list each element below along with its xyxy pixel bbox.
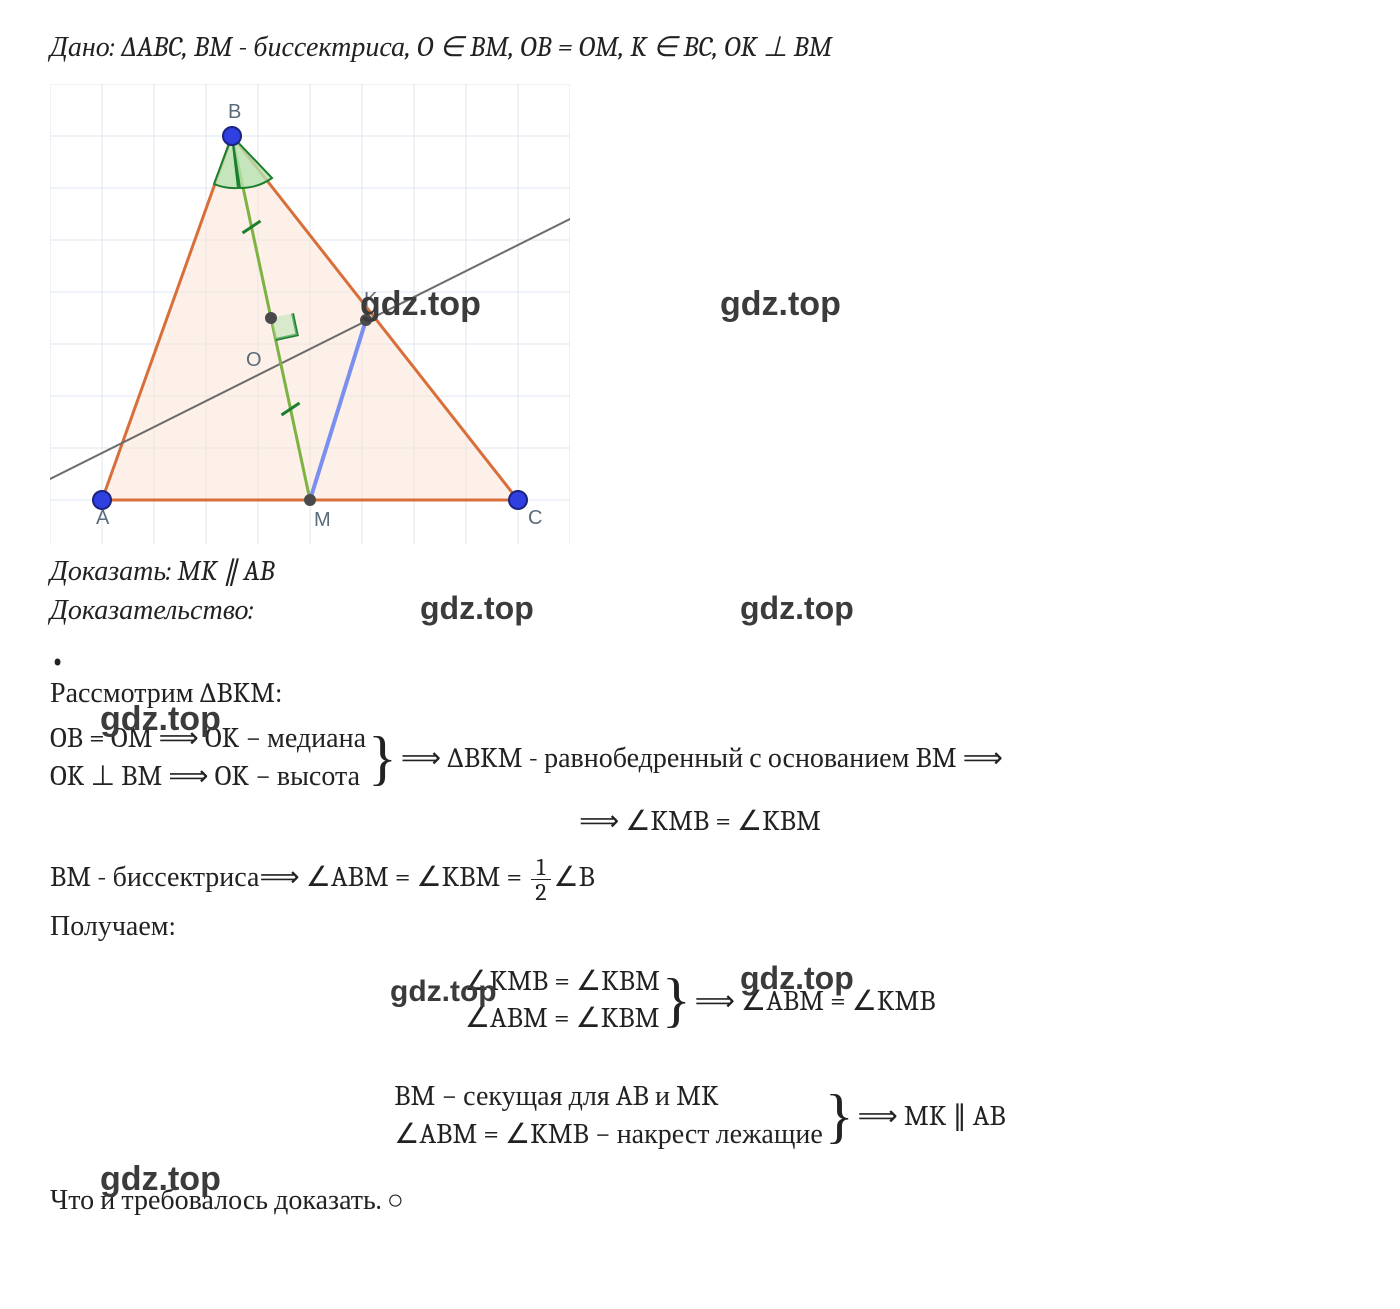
bisector-suffix: ∠B bbox=[554, 861, 595, 893]
brace1-left: OB = OM ⟹ OK − медиана OK ⊥ BM ⟹ OK − вы… bbox=[50, 720, 366, 796]
brace1-row2: OK ⊥ BM ⟹ OK − высота bbox=[50, 758, 366, 796]
bisector-line: BM - биссектриса⟹ ∠ABM = ∠KBM = 12∠B bbox=[50, 855, 1350, 904]
qed-line: Что и требовалось доказать. ○ bbox=[50, 1184, 1350, 1217]
brace2-row2: ∠ABM = ∠KBM bbox=[464, 1000, 659, 1038]
proof-label: Доказательство bbox=[50, 594, 248, 626]
brace3-left: BM − секущая для AB и MK ∠ABM = ∠KMB − н… bbox=[394, 1078, 823, 1154]
prove-text: : MK ∥ AB bbox=[166, 555, 275, 587]
given-label: Дано bbox=[50, 31, 110, 63]
consider-line: Рассмотрим ∆BKM: bbox=[50, 677, 1350, 710]
svg-text:B: B bbox=[228, 101, 241, 123]
brace3-conclusion: ⟹ MK ∥ AB bbox=[858, 1099, 1006, 1132]
brace3-brace: } bbox=[825, 1086, 854, 1146]
brace2-left: ∠KMB = ∠KBM ∠ABM = ∠KBM bbox=[464, 963, 659, 1039]
frac-den: 2 bbox=[531, 880, 550, 904]
brace1-brace: } bbox=[368, 728, 397, 788]
prove-label: Доказать bbox=[50, 555, 166, 587]
brace-block-2: ∠KMB = ∠KBM ∠ABM = ∠KBM } ⟹ ∠ABM = ∠KMB bbox=[464, 963, 935, 1039]
svg-text:A: A bbox=[96, 507, 110, 529]
prove-line: Доказать: MK ∥ AB bbox=[50, 554, 1350, 588]
given-line: Дано: ∆ABC, BM - биссектриса, O ∈ BM, OB… bbox=[50, 30, 1350, 64]
center-line-1: ⟹ ∠KMB = ∠KBM bbox=[50, 804, 1350, 837]
proof-label-line: Доказательство: bbox=[50, 594, 1350, 627]
brace-block-3: BM − секущая для AB и MK ∠ABM = ∠KMB − н… bbox=[394, 1078, 1005, 1154]
brace3-row1: BM − секущая для AB и MK bbox=[394, 1078, 823, 1116]
watermark: gdz.top bbox=[720, 285, 841, 324]
geometry-figure: A B C M K O bbox=[50, 84, 570, 544]
bullet-icon: • bbox=[50, 651, 1350, 671]
svg-text:K: K bbox=[364, 289, 378, 311]
brace-block-1: OB = OM ⟹ OK − медиана OK ⊥ BM ⟹ OK − вы… bbox=[50, 720, 1350, 796]
svg-text:C: C bbox=[528, 507, 542, 529]
brace3-row2: ∠ABM = ∠KMB − накрест лежащие bbox=[394, 1116, 823, 1154]
brace2-row1: ∠KMB = ∠KBM bbox=[464, 963, 659, 1001]
given-text: : ∆ABC, BM - биссектриса, O ∈ BM, OB = O… bbox=[110, 31, 832, 63]
brace-block-2-wrap: ∠KMB = ∠KBM ∠ABM = ∠KBM } ⟹ ∠ABM = ∠KMB bbox=[50, 953, 1350, 1049]
frac-num: 1 bbox=[531, 855, 550, 880]
page: Дано: ∆ABC, BM - биссектриса, O ∈ BM, OB… bbox=[0, 0, 1400, 1283]
brace1-conclusion: ⟹ ∆BKM - равнобедренный с основанием BM … bbox=[401, 741, 1003, 775]
svg-text:M: M bbox=[314, 509, 331, 531]
brace2-brace: } bbox=[662, 970, 691, 1030]
brace-block-3-wrap: BM − секущая для AB и MK ∠ABM = ∠KMB − н… bbox=[50, 1068, 1350, 1164]
brace1-row1: OB = OM ⟹ OK − медиана bbox=[50, 720, 366, 758]
get-label: Получаем: bbox=[50, 910, 1350, 943]
svg-text:O: O bbox=[246, 349, 262, 371]
bisector-prefix: BM - биссектриса⟹ ∠ABM = ∠KBM = bbox=[50, 861, 528, 893]
fraction-half: 12 bbox=[531, 855, 550, 904]
brace2-conclusion: ⟹ ∠ABM = ∠KMB bbox=[695, 984, 936, 1017]
